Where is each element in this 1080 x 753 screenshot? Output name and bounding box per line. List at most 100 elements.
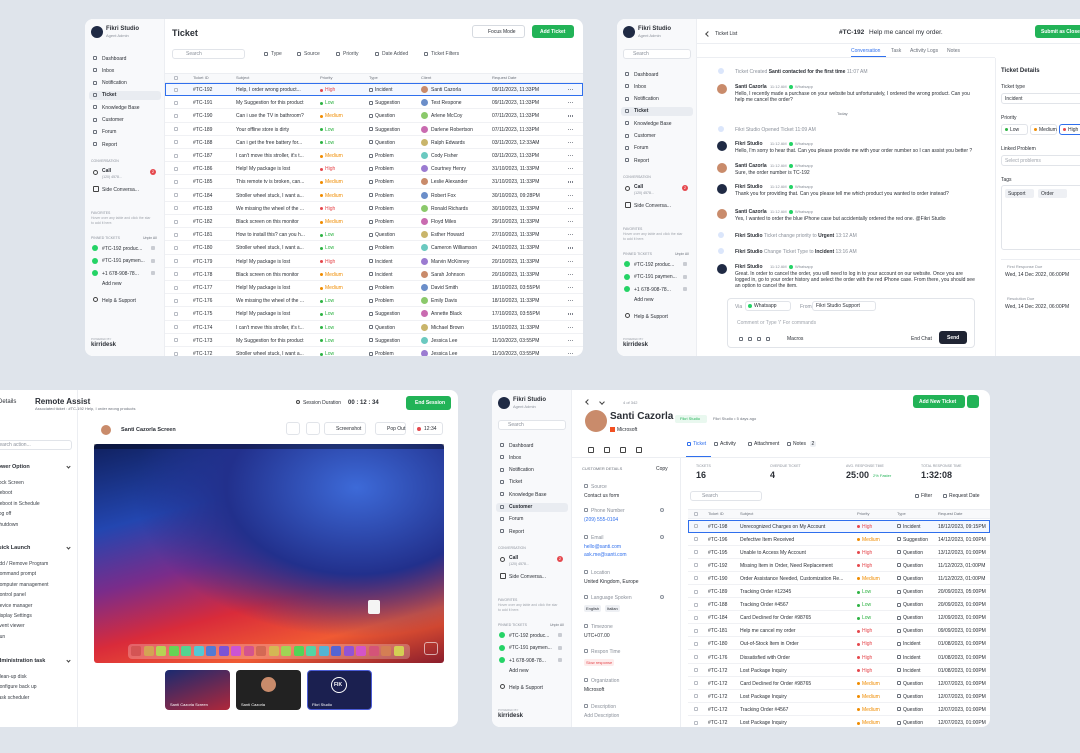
filter[interactable]: Source xyxy=(304,51,320,57)
filter[interactable]: Priority xyxy=(343,51,359,57)
table-row[interactable] xyxy=(688,677,990,690)
sender-select[interactable] xyxy=(812,301,876,311)
table-row[interactable] xyxy=(165,189,583,202)
tab[interactable]: Activity Logs xyxy=(910,48,939,54)
search-box[interactable] xyxy=(690,491,762,501)
pinned-ticket[interactable]: #TC-192 produc... xyxy=(634,261,675,268)
action-item[interactable]: Control panel xyxy=(0,592,26,599)
search-box[interactable] xyxy=(498,420,566,430)
help[interactable]: Help & Support xyxy=(102,298,136,304)
pinned-ticket[interactable]: +1 678-908-78... xyxy=(509,657,546,664)
call[interactable]: Call xyxy=(102,168,112,174)
nav-item[interactable]: Knowledge Base xyxy=(102,104,140,111)
table-row[interactable] xyxy=(688,664,990,677)
action-item[interactable]: Lock Screen xyxy=(0,480,24,486)
group-title[interactable]: Quick Launch xyxy=(0,545,31,551)
pinned-ticket[interactable]: #TC-192 produc... xyxy=(102,245,143,252)
tool-icon[interactable] xyxy=(306,422,320,435)
nav-item[interactable]: Dashboard xyxy=(509,442,534,449)
linked-select[interactable] xyxy=(1001,155,1080,166)
nav-item[interactable]: Notification xyxy=(634,96,659,103)
table-row[interactable] xyxy=(165,83,583,97)
channel-select[interactable] xyxy=(745,301,791,311)
nav-item[interactable]: Inbox xyxy=(509,454,522,461)
call[interactable]: Call xyxy=(509,555,519,561)
nav-item[interactable]: Report xyxy=(509,528,525,535)
table-row[interactable] xyxy=(688,546,990,559)
table-row[interactable] xyxy=(165,321,583,334)
nav-item[interactable]: Customer xyxy=(509,504,533,510)
tab[interactable]: Conversation xyxy=(851,48,881,54)
table-row[interactable] xyxy=(165,268,583,281)
table-row[interactable] xyxy=(165,228,583,242)
action-item[interactable]: Device manager xyxy=(0,602,33,609)
sort[interactable]: Request Date xyxy=(949,493,980,499)
tab[interactable]: Notes xyxy=(947,48,961,54)
table-row[interactable] xyxy=(688,519,990,533)
add-new[interactable]: Add new xyxy=(102,281,122,287)
action-item[interactable]: Add / Remove Program xyxy=(0,561,49,567)
tab[interactable]: Notes xyxy=(793,441,807,447)
nav-item[interactable]: Inbox xyxy=(102,67,115,74)
contact-icon[interactable] xyxy=(620,447,626,453)
nav-item[interactable]: Customer xyxy=(102,117,124,123)
tab[interactable]: Ticket xyxy=(693,441,707,447)
macros[interactable]: Macros xyxy=(787,336,804,342)
pinned-ticket[interactable]: #TC-192 produc... xyxy=(509,632,550,639)
pinned-ticket[interactable]: +1 678-908-78... xyxy=(102,270,139,277)
add-ticket-button[interactable] xyxy=(913,395,965,408)
focus-mode-button[interactable] xyxy=(472,25,525,38)
tab[interactable]: Attachment xyxy=(754,441,780,447)
side-conversation[interactable]: Side Conversa... xyxy=(509,574,546,580)
thumbnail[interactable] xyxy=(165,670,230,710)
nav-item[interactable]: Notification xyxy=(509,467,534,474)
tab[interactable]: Activity xyxy=(720,441,736,447)
table-row[interactable] xyxy=(165,149,583,163)
action-item[interactable]: Shutdown xyxy=(0,521,19,528)
action-item[interactable]: Reboot in Schedule xyxy=(0,500,40,507)
composer-input[interactable]: Comment or Type '/' For commands xyxy=(737,320,817,326)
table-row[interactable] xyxy=(165,255,583,268)
table-row[interactable] xyxy=(165,294,583,308)
nav-item[interactable]: Forum xyxy=(509,516,524,523)
nav-item[interactable]: Notification xyxy=(102,80,127,87)
nav-item[interactable]: Ticket xyxy=(102,92,117,99)
unpin[interactable]: Unpin All xyxy=(550,623,564,627)
search-box[interactable] xyxy=(623,49,691,59)
action-item[interactable]: Command prompt xyxy=(0,571,37,578)
nav-item[interactable]: Ticket xyxy=(634,108,649,115)
action-item[interactable]: Event viewer xyxy=(0,623,25,630)
nav-item[interactable]: Forum xyxy=(102,129,117,136)
tab[interactable]: Task xyxy=(891,48,902,54)
submit-button[interactable] xyxy=(1035,25,1080,38)
pinned-ticket[interactable]: #TC-191 paymen... xyxy=(509,645,552,651)
action-item[interactable]: Clean-up disk xyxy=(0,674,27,680)
call[interactable]: Call xyxy=(634,184,644,190)
filter[interactable]: Ticket Filters xyxy=(431,51,460,57)
add-icon[interactable] xyxy=(660,595,664,599)
add-icon[interactable] xyxy=(660,508,664,512)
contact-icon[interactable] xyxy=(604,447,610,453)
nav-item[interactable]: Inbox xyxy=(634,83,647,90)
format-icon[interactable] xyxy=(748,337,752,341)
nav-item[interactable]: Ticket xyxy=(509,479,523,486)
unpin[interactable]: Unpin All xyxy=(675,252,689,256)
back-arrow[interactable] xyxy=(705,31,711,37)
table-row[interactable] xyxy=(688,585,990,599)
table-row[interactable] xyxy=(165,136,583,149)
back-link[interactable]: Ticket List xyxy=(715,31,738,37)
help[interactable]: Help & Support xyxy=(634,314,668,320)
table-row[interactable] xyxy=(688,690,990,703)
nav-item[interactable]: Dashboard xyxy=(102,55,127,62)
action-item[interactable]: Reboot xyxy=(0,490,13,497)
tool-button[interactable] xyxy=(324,422,366,435)
end-chat[interactable]: End Chat xyxy=(911,336,932,342)
record-button[interactable] xyxy=(413,422,443,435)
group-title[interactable]: Administration task xyxy=(0,658,46,664)
add-dropdown[interactable] xyxy=(967,395,979,408)
contact-icon[interactable] xyxy=(588,447,594,453)
nav-item[interactable]: Knowledge Base xyxy=(509,491,547,498)
action-item[interactable]: Task scheduler xyxy=(0,694,30,701)
table-row[interactable] xyxy=(165,215,583,229)
nav-item[interactable]: Dashboard xyxy=(634,71,659,78)
